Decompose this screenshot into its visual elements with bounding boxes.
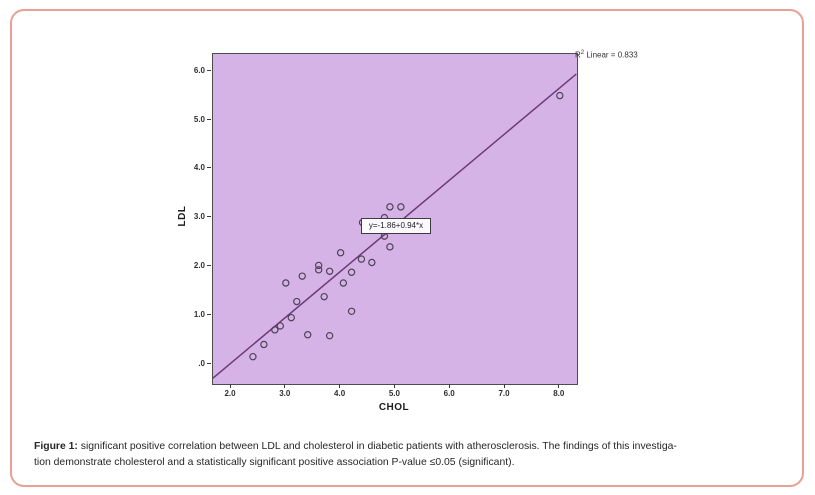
y-tick-label: .0 — [198, 358, 205, 368]
x-tick-label: 2.0 — [224, 389, 236, 398]
y-tick-label: 4.0 — [193, 163, 205, 173]
r2-value-text: Linear = 0.833 — [584, 50, 638, 60]
r2-base: R — [575, 50, 581, 60]
scatter-point — [336, 249, 345, 257]
scatter-point — [325, 331, 334, 340]
y-tick-label: 3.0 — [193, 212, 205, 222]
scatter-point — [320, 292, 328, 301]
figure-caption-label: Figure 1: — [34, 441, 78, 452]
y-tick-mark — [207, 216, 211, 218]
scatter-point — [298, 272, 306, 280]
y-tick-mark — [207, 167, 211, 169]
regression-equation-label: y=-1.86+0.94*x — [361, 218, 431, 234]
r2-superscript: 2 — [580, 50, 585, 56]
x-tick-label: 7.0 — [498, 389, 510, 398]
scatter-point — [287, 313, 295, 322]
scatter-point — [304, 331, 312, 339]
scatter-point — [260, 340, 268, 349]
scatter-point — [271, 326, 279, 334]
x-tick-mark — [229, 384, 231, 388]
y-tick-mark — [207, 69, 211, 71]
y-tick-mark — [207, 313, 211, 315]
figure-caption: Figure 1: significant positive correlati… — [34, 439, 790, 470]
scatter-point — [347, 307, 356, 315]
y-tick-mark — [207, 362, 211, 364]
x-tick-label: 6.0 — [443, 389, 455, 398]
scatter-point — [368, 258, 376, 267]
y-axis-title: LDL — [177, 205, 188, 227]
x-tick-mark — [558, 384, 560, 388]
y-tick-mark — [207, 118, 211, 120]
scatter-point — [397, 203, 405, 211]
scatter-point — [293, 297, 301, 306]
y-tick-label: 6.0 — [193, 65, 205, 75]
scatter-point — [556, 91, 564, 100]
scatter-point — [357, 255, 366, 263]
scatter-point — [347, 268, 356, 276]
x-tick-label: 3.0 — [279, 389, 291, 398]
x-tick-label: 5.0 — [388, 389, 400, 398]
x-tick-label: 8.0 — [553, 389, 565, 398]
scatter-point — [339, 279, 348, 287]
figure-border — [10, 9, 804, 487]
figure-caption-line1: significant positive correlation between… — [77, 441, 677, 452]
scatter-point — [386, 243, 394, 251]
x-tick-mark — [284, 384, 286, 388]
scatter-point — [386, 203, 394, 211]
x-tick-mark — [448, 384, 450, 388]
figure-caption-line2: tion demonstrate cholesterol and a stati… — [34, 456, 515, 468]
r-squared-annotation: R2 Linear = 0.833 — [575, 50, 638, 60]
scatter-point — [249, 352, 257, 361]
plot-area — [212, 53, 578, 385]
y-tick-label: 1.0 — [193, 309, 205, 319]
y-tick-mark — [207, 264, 211, 266]
scatter-point — [314, 266, 323, 274]
x-tick-mark — [503, 384, 505, 388]
x-tick-mark — [339, 384, 341, 388]
x-tick-mark — [393, 384, 395, 388]
x-axis-title: CHOL — [378, 402, 410, 413]
y-tick-label: 5.0 — [193, 114, 205, 124]
scatter-point — [325, 267, 334, 275]
scatter-point — [314, 261, 323, 270]
scatter-point — [282, 279, 290, 287]
scatter-point — [276, 322, 285, 330]
y-tick-label: 2.0 — [193, 260, 205, 270]
x-tick-label: 4.0 — [334, 389, 346, 398]
